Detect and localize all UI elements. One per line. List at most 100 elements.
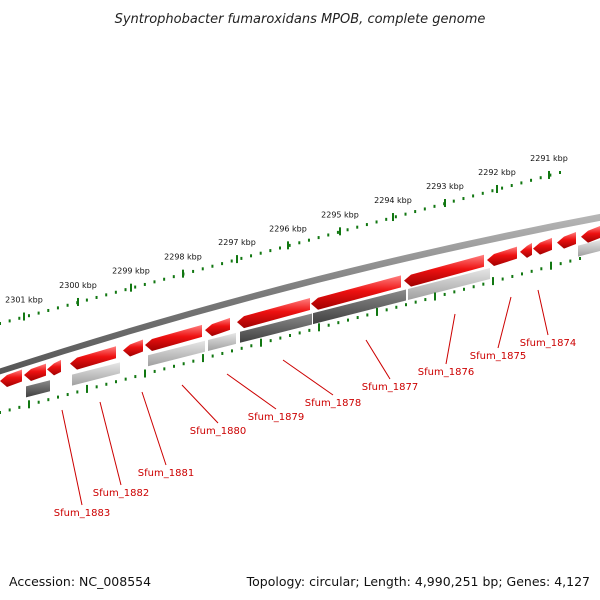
inner-scale-track [0, 257, 581, 414]
gene-label: Sfum_1876 [418, 367, 474, 378]
major-tick [392, 213, 394, 222]
leader-line [181, 384, 219, 424]
minor-tick [327, 323, 330, 327]
minor-tick [37, 311, 40, 315]
genome-backbone [0, 213, 600, 375]
major-tick [444, 199, 446, 208]
minor-tick [289, 334, 291, 337]
minor-tick [279, 246, 281, 250]
minor-tick [66, 303, 69, 307]
minor-tick [105, 293, 108, 297]
minor-tick [501, 277, 504, 281]
minor-tick [163, 277, 166, 281]
forward-gene-arrow [145, 324, 202, 351]
gene-label: Sfum_1881 [138, 468, 194, 479]
minor-tick [579, 257, 581, 260]
minor-tick [501, 186, 504, 190]
minor-tick [414, 300, 417, 304]
minor-tick [472, 285, 475, 289]
minor-tick [356, 225, 359, 229]
minor-tick [95, 295, 98, 299]
minor-tick [375, 220, 378, 224]
gene-label: Sfum_1883 [54, 508, 110, 519]
minor-tick [491, 189, 494, 193]
major-tick [23, 312, 25, 321]
minor-tick [173, 364, 175, 368]
minor-tick [250, 254, 253, 258]
minor-tick [336, 230, 339, 234]
major-tick [339, 227, 341, 236]
minor-tick [405, 303, 407, 307]
minor-tick [385, 308, 388, 312]
minor-tick [143, 282, 146, 286]
tick-label: 2298 kbp [164, 253, 202, 262]
forward-gene-arrow [581, 226, 600, 243]
accession-text: Accession: NC_008554 [9, 574, 151, 589]
minor-tick [259, 251, 262, 255]
major-tick [496, 184, 498, 193]
forward-gene-arrow [520, 242, 532, 258]
minor-tick [231, 349, 233, 353]
minor-tick [337, 321, 340, 325]
major-tick [77, 297, 79, 306]
forward-gene-arrow [237, 298, 310, 329]
minor-tick [463, 287, 465, 291]
minor-tick [453, 290, 456, 294]
major-tick [202, 354, 204, 363]
minor-tick [182, 362, 185, 366]
forward-gene-arrow [557, 231, 576, 249]
minor-tick [559, 262, 562, 266]
forward-gene-arrow [47, 359, 61, 376]
minor-tick [95, 385, 98, 389]
minor-tick [85, 298, 88, 302]
minor-tick [462, 197, 465, 201]
minor-tick [559, 171, 561, 174]
major-tick [318, 323, 320, 332]
leader-line [497, 296, 512, 349]
minor-tick [327, 233, 330, 237]
forward-gene-arrow [205, 317, 230, 337]
tick-label: 2300 kbp [59, 281, 97, 290]
minor-tick [56, 306, 59, 310]
minor-tick [539, 176, 542, 180]
major-tick [434, 292, 436, 301]
gene-label: Sfum_1877 [362, 382, 418, 393]
forward-gene-arrow [533, 237, 552, 255]
tick-label: 2299 kbp [112, 267, 150, 276]
minor-tick [163, 367, 166, 371]
minor-tick [192, 269, 195, 273]
minor-tick [192, 359, 195, 363]
minor-tick [481, 191, 484, 195]
minor-tick [47, 398, 50, 402]
minor-tick [356, 316, 359, 320]
minor-tick [308, 328, 311, 332]
minor-tick [511, 274, 514, 278]
minor-tick [57, 395, 59, 399]
tick-label: 2291 kbp [530, 154, 568, 163]
leader-line [99, 401, 122, 486]
minor-tick [395, 305, 398, 309]
minor-tick [298, 241, 301, 245]
reverse-gene-arrow [26, 380, 50, 398]
minor-tick [482, 282, 485, 286]
leader-line [61, 409, 83, 506]
major-tick [492, 277, 494, 286]
minor-tick [317, 236, 320, 240]
minor-tick [211, 264, 214, 268]
minor-tick [520, 181, 523, 185]
minor-tick [510, 184, 513, 188]
gene-label: Sfum_1878 [305, 398, 361, 409]
minor-tick [27, 314, 30, 318]
major-tick [260, 338, 262, 347]
minor-tick [105, 382, 108, 386]
gene-label: Sfum_1880 [190, 426, 246, 437]
forward-gene-arrow [0, 369, 22, 387]
minor-tick [404, 212, 407, 216]
minor-tick [530, 269, 533, 273]
minor-tick [549, 173, 552, 177]
minor-tick [115, 380, 117, 384]
forward-gene-arrow [487, 246, 517, 267]
minor-tick [66, 393, 69, 397]
minor-tick [221, 351, 224, 355]
minor-tick [347, 318, 349, 322]
